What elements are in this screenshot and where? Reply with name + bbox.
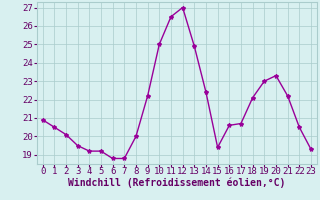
X-axis label: Windchill (Refroidissement éolien,°C): Windchill (Refroidissement éolien,°C) (68, 177, 285, 188)
